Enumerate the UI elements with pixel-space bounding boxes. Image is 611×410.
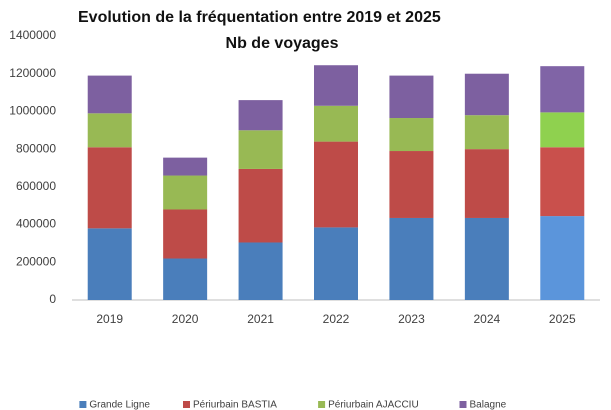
bar-segment: [238, 168, 283, 243]
bar-segment: [540, 112, 585, 148]
bar-segment: [314, 105, 358, 142]
bar-segment: [540, 66, 585, 113]
legend-swatch: [459, 401, 467, 408]
x-tick-label: 2024: [474, 312, 501, 326]
bar-segment: [87, 75, 132, 114]
bar-segment: [163, 175, 208, 210]
bar-segment: [389, 118, 434, 152]
bar-segment: [464, 73, 509, 116]
y-tick-label: 400000: [16, 217, 56, 231]
x-tick-label: 2019: [96, 312, 123, 326]
chart-title: Evolution de la fréquentation entre 2019…: [78, 9, 441, 26]
bar-segment: [163, 157, 208, 176]
bar-segment: [389, 151, 434, 218]
legend-label: Grande Ligne: [89, 400, 150, 410]
x-tick-label: 2023: [398, 312, 425, 326]
bar-segment: [464, 149, 509, 218]
bar-segment: [87, 228, 132, 300]
bar-segment: [87, 147, 132, 229]
bar-segment: [163, 258, 208, 300]
y-tick-label: 1400000: [9, 28, 56, 42]
y-tick-label: 1200000: [9, 66, 56, 80]
legend-label: Périurbain AJACCIU: [328, 400, 419, 410]
legend-swatch: [318, 401, 326, 408]
bar-segment: [540, 147, 585, 217]
bar-segment: [163, 209, 208, 259]
bar-segment: [314, 65, 358, 106]
bar-segment: [314, 227, 358, 300]
y-tick-label: 200000: [16, 254, 56, 268]
chart-subtitle: Nb de voyages: [226, 35, 339, 52]
legend-label: Périurbain BASTIA: [193, 400, 277, 410]
y-tick-label: 1000000: [9, 104, 56, 118]
bar-segment: [238, 130, 283, 169]
bar-segment: [238, 100, 283, 131]
bar-segment: [540, 216, 585, 300]
legend-swatch: [183, 401, 190, 408]
bar-segment: [389, 75, 434, 119]
bar-segment: [464, 217, 509, 300]
legend-label: Balagne: [470, 400, 507, 410]
x-tick-label: 2022: [323, 312, 350, 326]
y-tick-label: 0: [49, 292, 56, 306]
bar-segment: [314, 141, 358, 228]
y-tick-label: 600000: [16, 179, 56, 193]
x-tick-label: 2025: [549, 312, 576, 326]
bar-segment: [87, 113, 132, 148]
y-tick-label: 800000: [16, 141, 56, 155]
bar-segment: [238, 242, 283, 300]
x-tick-label: 2021: [247, 312, 274, 326]
x-tick-label: 2020: [172, 312, 199, 326]
legend-swatch: [79, 401, 87, 408]
bar-segment: [464, 115, 509, 150]
bar-segment: [389, 217, 434, 300]
